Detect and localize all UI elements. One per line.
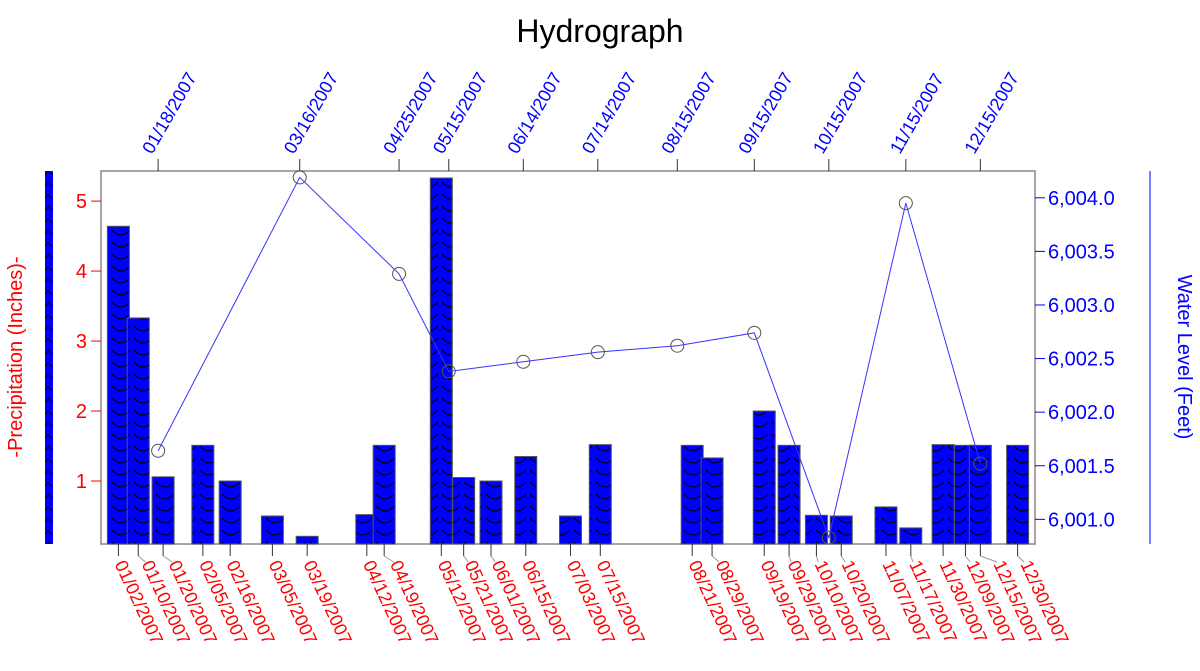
left-y-tick-label: 4 (76, 261, 87, 283)
precipitation-bar (558, 515, 582, 545)
precipitation-bar (218, 480, 242, 545)
precipitation-bar (479, 480, 503, 545)
right-y-tick-label: 6,004.0 (1048, 188, 1115, 210)
precipitation-bar (931, 444, 955, 545)
left-y-tick-label: 5 (76, 191, 87, 213)
right-axis-label: Water Level (Feet) (1173, 275, 1195, 440)
water-level-point (821, 530, 836, 545)
water-level-point (747, 325, 762, 340)
precipitation-bar (700, 457, 724, 545)
bottom-x-tick-leader (788, 555, 792, 563)
water-level-point (973, 456, 988, 471)
precipitation-bar (777, 444, 801, 545)
water-level-point (898, 196, 913, 211)
bottom-x-tick-leader (383, 555, 395, 563)
left-axis-label: -Precipitation (Inches)- (5, 256, 27, 457)
precipitation-bar (804, 514, 828, 545)
bottom-x-tick-leader (1017, 555, 1025, 563)
bottom-x-tick-leader (463, 555, 469, 563)
right-y-tick-label: 6,003.0 (1048, 295, 1115, 317)
precipitation-bar (829, 515, 853, 545)
precipitation-bar (372, 444, 396, 545)
precipitation-bar (968, 444, 992, 545)
bottom-x-tick-leader (840, 555, 846, 563)
precipitation-bar (126, 317, 150, 545)
bottom-x-tick-leader (137, 555, 146, 563)
bottom-x-tick-leader (980, 555, 998, 563)
bottom-x-tick-leader (910, 555, 914, 563)
precipitation-bar (1006, 444, 1030, 545)
bottom-x-tick-leader (711, 555, 720, 563)
top-x-tick-label: 07/14/2007 (578, 69, 640, 157)
right-y-tick-label: 6,001.0 (1048, 509, 1115, 531)
water-level-point (590, 345, 605, 360)
water-level-point (441, 364, 456, 379)
precipitation-bar (680, 444, 704, 545)
precipitation-bar (260, 515, 284, 545)
top-x-tick-label: 01/18/2007 (138, 69, 200, 157)
precipitation-bar (429, 177, 453, 545)
precipitation-legend-swatch (45, 171, 53, 544)
precipitation-bar (874, 506, 898, 545)
top-x-tick-label: 11/15/2007 (886, 70, 948, 157)
bottom-x-tick-leader (815, 555, 819, 563)
top-x-tick-label: 03/16/2007 (280, 69, 342, 157)
right-y-tick-label: 6,002.0 (1048, 402, 1115, 424)
water-level-point (670, 338, 685, 353)
right-y-tick-label: 6,002.5 (1048, 349, 1115, 371)
left-y-tick-label: 3 (76, 331, 87, 353)
top-x-tick-label: 10/15/2007 (809, 69, 871, 157)
precipitation-bar (191, 444, 215, 545)
chart-title: Hydrograph (516, 13, 683, 49)
right-y-tick-label: 6,003.5 (1048, 241, 1115, 263)
top-x-tick-label: 06/14/2007 (503, 69, 565, 157)
top-x-tick-label: 12/15/2007 (960, 69, 1022, 157)
precipitation-bar (514, 456, 538, 545)
precipitation-bar (106, 225, 130, 545)
water-level-point (516, 354, 531, 369)
bottom-x-tick-leader (965, 555, 971, 563)
bottom-x-tick-leader (490, 555, 496, 563)
top-x-tick-label: 08/15/2007 (657, 69, 719, 157)
precipitation-bar (752, 410, 776, 545)
precipitation-bar (295, 535, 319, 545)
left-y-tick-label: 1 (76, 471, 87, 493)
precipitation-bar (899, 527, 923, 545)
water-level-point (392, 266, 407, 281)
right-y-tick-label: 6,001.5 (1048, 456, 1115, 478)
precipitation-bar (452, 477, 476, 545)
left-y-tick-label: 2 (76, 401, 87, 423)
precipitation-bar (588, 444, 612, 545)
bottom-x-tick-leader (162, 555, 173, 563)
water-level-line (157, 176, 981, 540)
top-x-tick-label: 09/15/2007 (734, 69, 796, 157)
water-level-point (151, 443, 166, 458)
precipitation-bar (151, 476, 175, 545)
